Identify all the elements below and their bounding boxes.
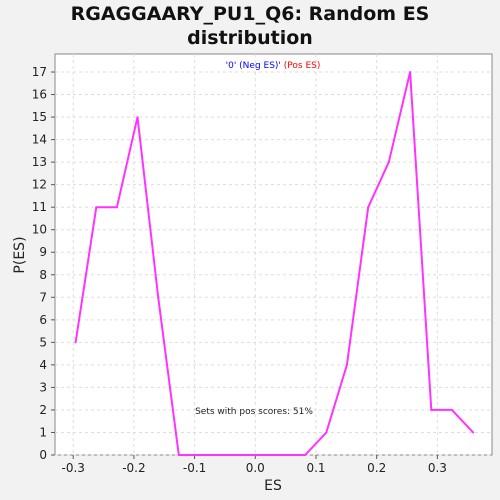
x-tick-label: 0.2 (367, 461, 386, 475)
data-point (136, 116, 139, 119)
grid-layer (55, 54, 492, 456)
data-point (325, 431, 328, 434)
y-tick-label: 9 (39, 245, 47, 259)
series-layer (74, 71, 475, 456)
data-point (219, 454, 222, 456)
data-point (157, 296, 160, 299)
y-tick-label: 1 (39, 425, 47, 439)
data-point (198, 454, 201, 456)
data-point (450, 408, 453, 411)
chart-title-line-1: RGAGGAARY_PU1_Q6: Random ES (70, 3, 430, 25)
data-point (115, 206, 118, 209)
y-tick-label: 3 (39, 380, 47, 394)
legend: '0' (Neg ES)' (Pos ES) (226, 61, 321, 71)
y-tick-label: 11 (32, 200, 47, 214)
data-point (177, 454, 180, 456)
data-point (367, 206, 370, 209)
y-tick-label: 5 (39, 335, 47, 349)
data-point (430, 408, 433, 411)
x-tick-label: -0.2 (122, 461, 145, 475)
legend-neg-label: '0' (Neg ES)' (226, 61, 281, 71)
x-tick-label: 0.3 (428, 461, 447, 475)
y-tick-label: 14 (32, 133, 47, 147)
y-tick-label: 17 (32, 65, 47, 79)
y-tick-label: 10 (32, 223, 47, 237)
y-tick-label: 0 (39, 448, 47, 462)
x-tick-label: -0.3 (61, 461, 84, 475)
x-tick-label: 0.1 (306, 461, 325, 475)
x-tick-label: 0.0 (246, 461, 265, 475)
y-tick-label: 6 (39, 313, 47, 327)
y-tick-label: 4 (39, 358, 47, 372)
plot-area (54, 53, 493, 456)
y-tick-label: 2 (39, 403, 47, 417)
y-tick-label: 7 (39, 290, 47, 304)
series-line (74, 71, 474, 456)
data-point (472, 431, 475, 434)
data-point (304, 454, 307, 456)
data-point (409, 71, 412, 74)
y-tick-label: 8 (39, 268, 47, 282)
y-axis-label: P(ES) (12, 236, 28, 273)
data-point (280, 454, 283, 456)
annotation-pos-scores: Sets with pos scores: 51% (195, 407, 313, 417)
y-tick-label: 13 (32, 155, 47, 169)
data-point (239, 454, 242, 456)
data-point (260, 454, 263, 456)
legend-pos-label: (Pos ES) (281, 61, 320, 71)
y-tick-label: 16 (32, 88, 47, 102)
y-tick-label: 15 (32, 110, 47, 124)
data-point (345, 363, 348, 366)
chart-title: RGAGGAARY_PU1_Q6: Random ES distribution (0, 2, 500, 50)
x-tick-label: -0.1 (183, 461, 206, 475)
data-point (387, 161, 390, 164)
chart-title-line-2: distribution (187, 27, 313, 49)
data-point (74, 341, 77, 344)
y-tick-label: 12 (32, 178, 47, 192)
data-point (95, 206, 98, 209)
x-axis-label: ES (264, 478, 282, 494)
